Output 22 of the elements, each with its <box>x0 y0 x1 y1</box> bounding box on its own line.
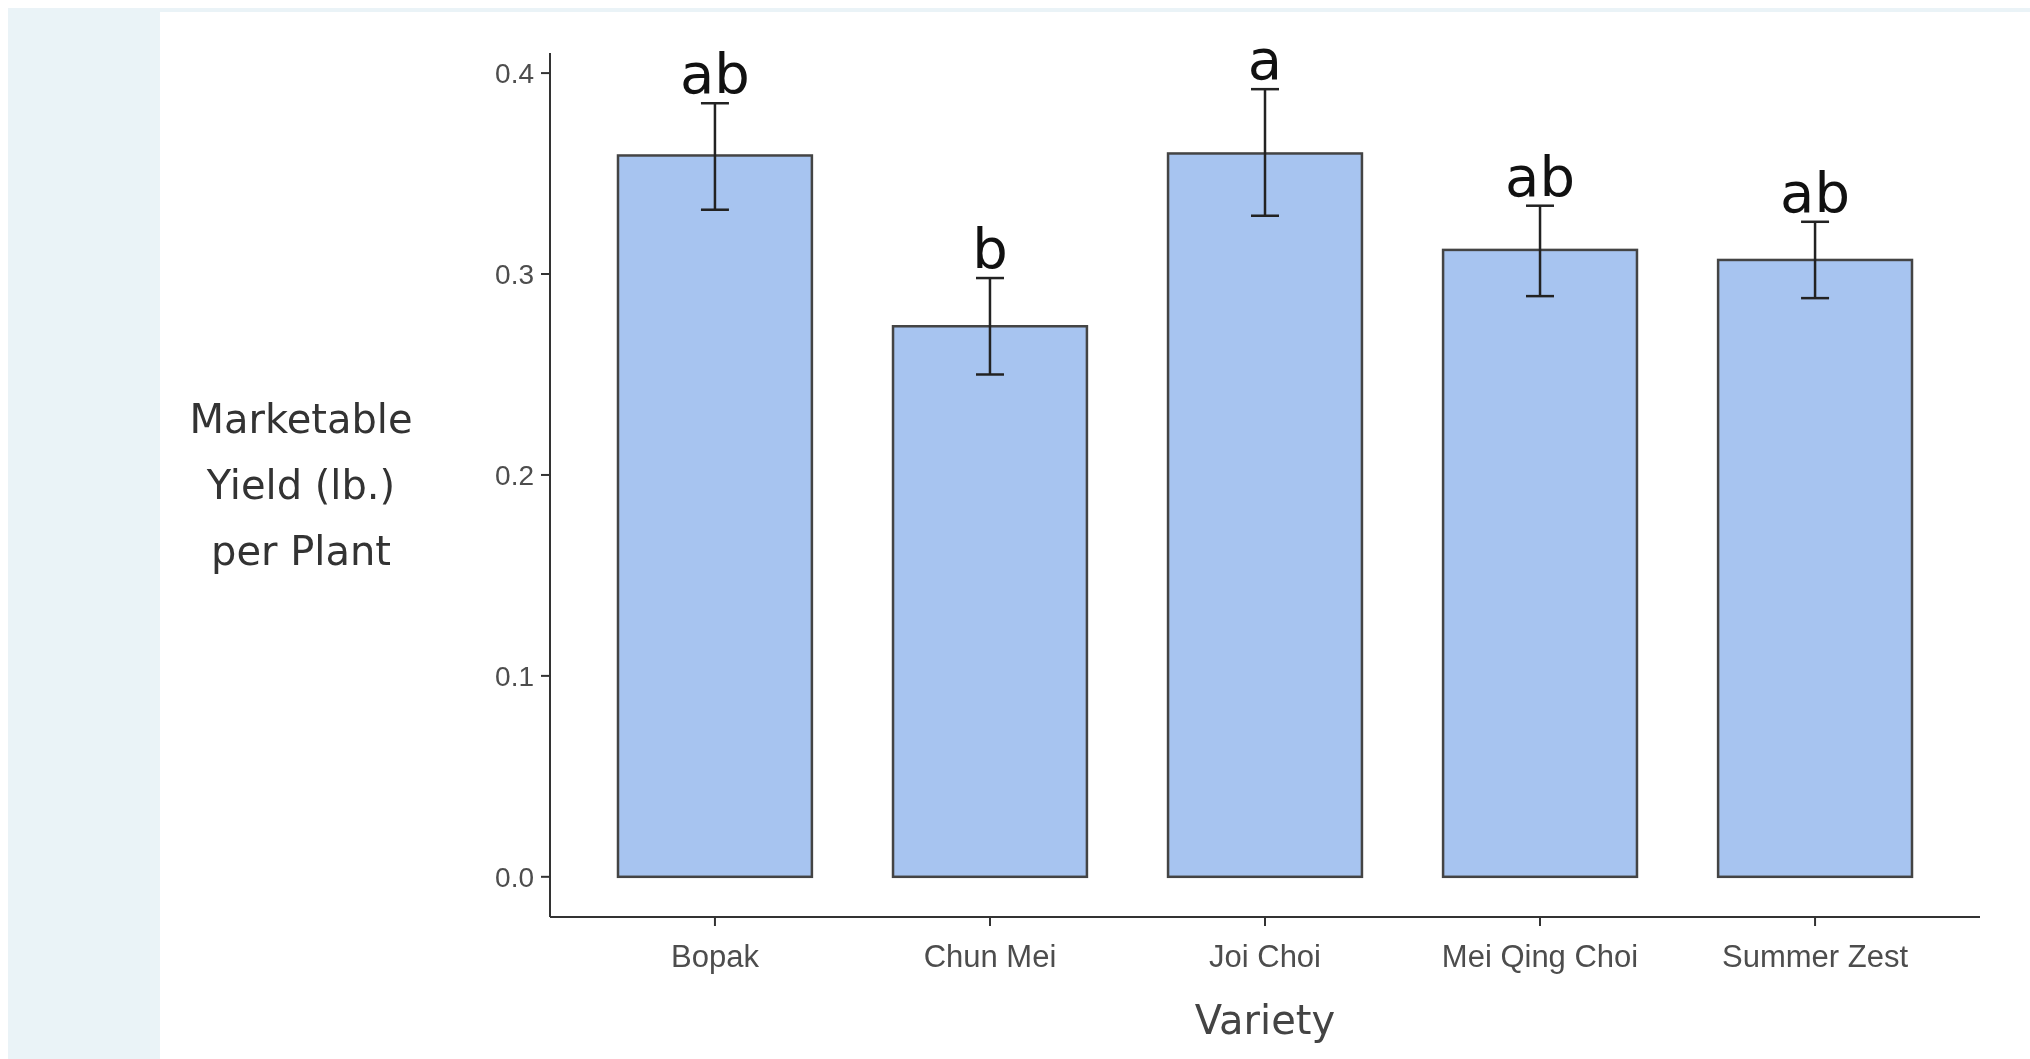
y-tick-label: 0.2 <box>495 459 534 491</box>
y-axis-title: Marketable Yield (lb.) per Plant <box>189 396 413 574</box>
x-tick-label: Chun Mei <box>923 939 1057 974</box>
bar <box>1441 248 1639 879</box>
y-tick-label: 0.0 <box>495 861 534 893</box>
bar <box>891 325 1089 879</box>
x-axis-title: Variety <box>1194 997 1336 1043</box>
x-tick-label: Joi Choi <box>1209 939 1321 974</box>
x-tick-label: Bopak <box>670 939 760 974</box>
annotation: ab <box>680 41 750 107</box>
annotation: b <box>972 216 1008 282</box>
x-tick-label: Summer Zest <box>1722 939 1909 974</box>
bar <box>1166 152 1364 879</box>
annotation: ab <box>1780 159 1850 225</box>
annotation: a <box>1247 27 1283 93</box>
bar <box>1716 258 1914 879</box>
y-tick-label: 0.3 <box>495 258 534 290</box>
bar <box>616 154 814 879</box>
annotation: ab <box>1505 143 1575 209</box>
y-tick-label: 0.4 <box>495 57 534 89</box>
x-tick-label: Mei Qing Choi <box>1441 939 1639 974</box>
y-tick-label: 0.1 <box>495 660 534 692</box>
